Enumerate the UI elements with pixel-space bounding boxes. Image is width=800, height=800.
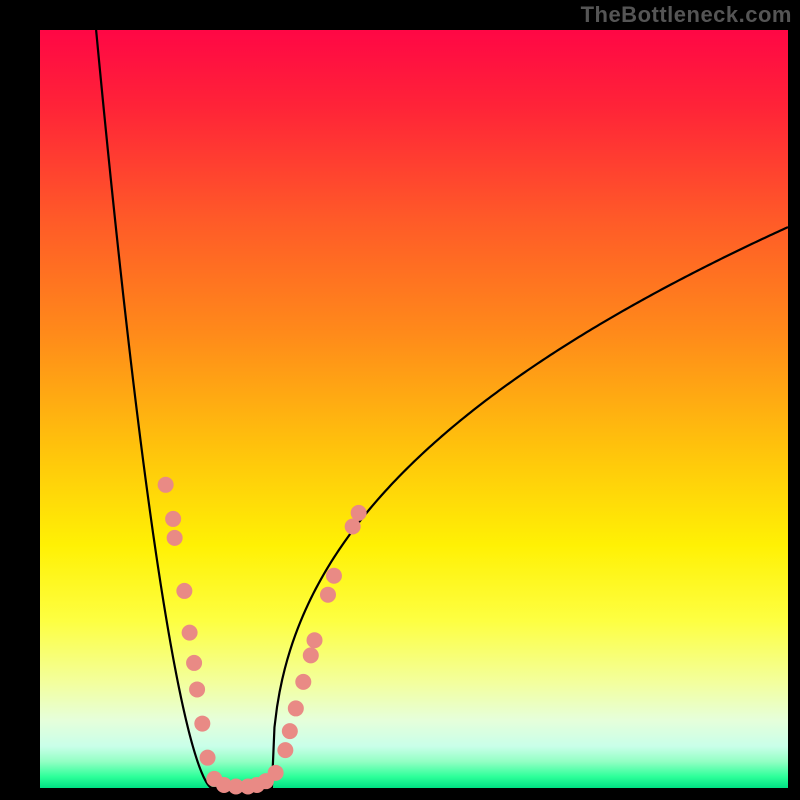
data-marker [307, 632, 323, 648]
data-marker [182, 625, 198, 641]
data-marker [295, 674, 311, 690]
data-marker [165, 511, 181, 527]
data-marker [167, 530, 183, 546]
chart-svg [0, 0, 800, 800]
data-marker [303, 647, 319, 663]
data-marker [351, 505, 367, 521]
data-marker [326, 568, 342, 584]
data-marker [158, 477, 174, 493]
data-marker [176, 583, 192, 599]
data-marker [194, 716, 210, 732]
data-marker [186, 655, 202, 671]
data-marker [345, 518, 361, 534]
data-marker [200, 750, 216, 766]
data-marker [268, 765, 284, 781]
data-marker [320, 587, 336, 603]
plot-background [40, 30, 788, 788]
data-marker [282, 723, 298, 739]
data-marker [189, 681, 205, 697]
data-marker [288, 700, 304, 716]
data-marker [277, 742, 293, 758]
watermark-text: TheBottleneck.com [581, 2, 792, 28]
